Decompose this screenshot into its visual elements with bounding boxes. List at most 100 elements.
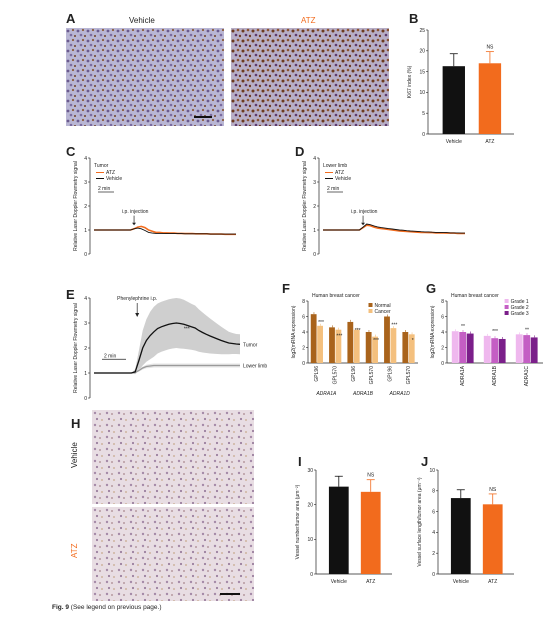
y-tick-label: 0 <box>422 132 425 138</box>
bar <box>482 504 503 574</box>
y-tick-label: 6 <box>432 509 435 515</box>
y-tick-label: 15 <box>419 69 425 75</box>
x-tick-label: GPL96 <box>388 366 394 382</box>
panel-letter-d: D <box>295 144 305 159</box>
significance-label: NS <box>489 487 497 493</box>
y-tick-label: 2 <box>441 345 444 351</box>
gene-group-label: ADRA1B <box>352 391 374 397</box>
x-tick-label: ATZ <box>488 579 497 585</box>
panel-letter-b: B <box>409 11 419 26</box>
y-tick-label: 4 <box>432 530 435 536</box>
histology-h-label-vehicle: Vehicle <box>70 442 79 468</box>
significance-label: NS <box>486 45 494 51</box>
y-tick-label: 25 <box>419 28 425 34</box>
y-axis-label: Vessel number/tumor area (μm⁻²) <box>295 484 301 559</box>
x-tick-label: GPL570 <box>333 366 339 385</box>
injection-arrow-head <box>132 222 137 226</box>
y-axis-label: log2(mRNA expression) <box>291 305 297 358</box>
y-tick-label: 5 <box>422 111 425 117</box>
bar <box>442 66 465 134</box>
y-tick-label: 6 <box>302 314 305 320</box>
bar <box>515 334 523 363</box>
chart-e: 0 1 2 3 4 Relative Laser Doppler Flowmetry si… <box>73 296 267 402</box>
y-tick-label: 3 <box>313 180 316 186</box>
y-axis-label: Relative Laser Doppler Flowmetry signal <box>302 161 308 251</box>
chart-d: 0 1 2 3 4 Relative Laser Doppler Flowmetry si… <box>302 156 465 258</box>
x-tick-label: ATZ <box>366 579 375 585</box>
chart-title: Human breast cancer <box>312 293 360 299</box>
y-tick-label: 2 <box>302 345 305 351</box>
bar <box>478 63 502 134</box>
histology-image-vehicle <box>66 28 224 126</box>
bar <box>328 486 349 574</box>
x-tick-label: Vehicle <box>446 139 462 145</box>
y-axis-label: log2(mRNA expression) <box>430 305 436 358</box>
y-tick-label: 0 <box>302 361 305 367</box>
phenylephrine-arrow-head <box>135 313 140 317</box>
bar <box>317 325 323 363</box>
chart-f: 0 2 4 6 8 log2(mRNA expression) Human breast c… <box>291 293 418 397</box>
bar <box>372 336 378 363</box>
bar <box>390 328 397 363</box>
y-tick-label: 3 <box>84 180 87 186</box>
legend-swatch <box>368 309 373 313</box>
y-tick-label: 8 <box>302 299 305 305</box>
y-tick-label: 4 <box>313 156 316 162</box>
legend-label: Vehicle <box>106 176 122 182</box>
y-tick-label: 10 <box>307 537 313 543</box>
bar <box>498 338 506 363</box>
bar <box>466 333 474 363</box>
y-tick-label: 1 <box>84 371 87 377</box>
y-tick-label: 30 <box>307 468 313 474</box>
y-tick-label: 8 <box>441 299 444 305</box>
chart-j: 0 2 4 6 8 10 Vessel surface length/tumor area … <box>417 468 514 585</box>
legend-label: ATZ <box>106 170 115 176</box>
legend-label: Grade 3 <box>511 311 529 317</box>
histology-label-vehicle: Vehicle <box>129 16 155 25</box>
legend-label: Grade 1 <box>511 299 529 305</box>
significance-label: * <box>412 338 414 344</box>
legend-label: Vehicle <box>335 176 351 182</box>
phenylephrine-label: Phenylephrine i.p. <box>117 296 157 302</box>
histology-h-label-atz: ATZ <box>70 543 79 558</box>
significance-label: NS <box>367 473 375 479</box>
bar <box>408 334 415 363</box>
legend-swatch <box>368 303 373 307</box>
y-tick-label: 0 <box>441 361 444 367</box>
bar <box>450 498 471 574</box>
y-tick-label: 4 <box>84 156 87 162</box>
series-line <box>94 322 241 374</box>
bar <box>483 335 491 363</box>
significance-label: *** <box>336 333 342 339</box>
y-axis-label: Vessel surface length/tumor area (μm⁻¹) <box>417 477 423 567</box>
legend-label: ATZ <box>335 170 344 176</box>
histology-image-atz <box>231 28 389 126</box>
legend-swatch <box>504 311 509 315</box>
legend-label: Normal <box>375 303 391 309</box>
x-tick-label: GPL570 <box>406 366 412 385</box>
y-tick-label: 10 <box>429 468 435 474</box>
y-tick-label: 1 <box>84 228 87 234</box>
histology-image-h-atz <box>92 507 254 601</box>
significance-label: *** <box>391 323 397 329</box>
legend-title: Lower limb <box>323 163 347 169</box>
y-tick-label: 2 <box>84 346 87 352</box>
bar <box>360 491 381 574</box>
chart-c: 0 1 2 3 4 Relative Laser Doppler Flowmetry si… <box>73 156 236 258</box>
panel-letter-a: A <box>66 11 76 26</box>
x-tick-label: ATZ <box>485 139 494 145</box>
y-tick-label: 2 <box>432 551 435 557</box>
injection-label: i.p. injection <box>351 209 378 215</box>
panel-letter-h: H <box>71 416 81 431</box>
x-tick-label: GPL570 <box>369 366 375 385</box>
bar <box>402 332 409 363</box>
figure-caption: Fig. 9 (See legend on previous page.) <box>52 604 162 611</box>
significance-label: ** <box>461 324 465 330</box>
significance-label: *** <box>492 329 498 335</box>
bar <box>384 316 390 363</box>
x-tick-label: ADRA1C <box>524 366 530 387</box>
injection-arrow-head <box>361 222 366 226</box>
series-line-vehicle <box>94 227 236 235</box>
histology-image-h-vehicle <box>92 410 254 504</box>
x-tick-label: ADRA1B <box>492 365 498 386</box>
